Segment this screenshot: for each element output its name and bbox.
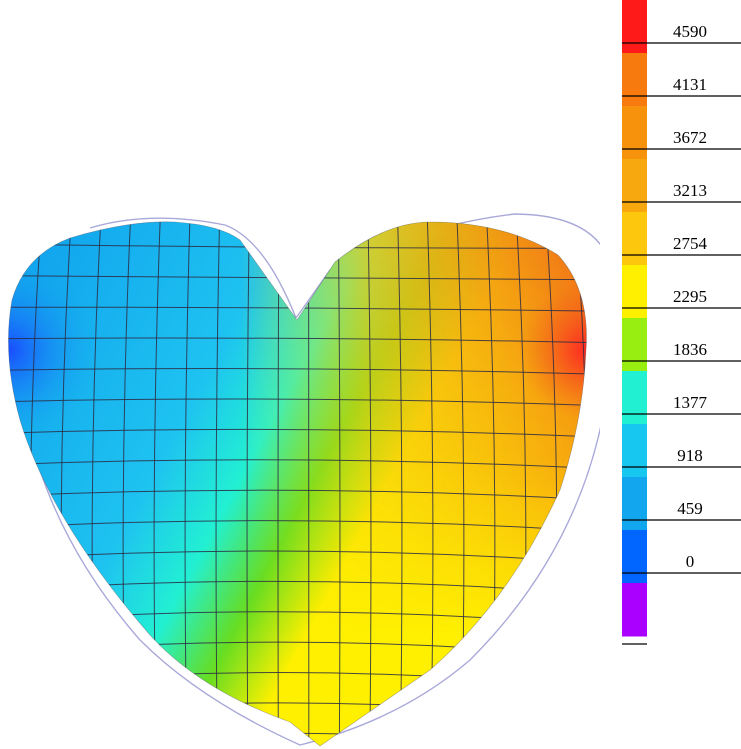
undeformed-outline-top-left	[89, 217, 297, 319]
legend-swatch	[622, 265, 647, 319]
legend-label: 3672	[673, 128, 707, 147]
legend-label: 2295	[673, 287, 707, 306]
mesh-line-vertical	[367, 221, 372, 747]
mesh-line-vertical	[246, 221, 250, 747]
legend-label: 0	[686, 552, 695, 571]
deformed-outline	[8, 221, 587, 747]
mesh-line-vertical	[396, 221, 403, 747]
mesh-line-horizontal	[8, 368, 587, 375]
legend-label: 459	[677, 499, 703, 518]
mesh-line-vertical	[337, 221, 341, 747]
mesh-line-horizontal	[8, 428, 587, 438]
legend-label: 2754	[673, 234, 708, 253]
undeformed-outline	[23, 213, 600, 746]
mesh-line-vertical	[215, 221, 221, 747]
legend-swatch	[622, 530, 647, 584]
legend-swatch	[622, 371, 647, 425]
legend-swatch	[622, 212, 647, 266]
legend-separators	[622, 42, 741, 645]
mesh-line-horizontal	[8, 459, 587, 470]
legend-swatch	[622, 0, 647, 54]
legend-swatch	[622, 318, 647, 372]
legend-label: 1377	[673, 393, 708, 412]
mesh-line-horizontal	[8, 489, 587, 501]
legend-swatch	[622, 583, 647, 637]
mesh-line-horizontal	[8, 520, 587, 533]
legend-swatches	[622, 0, 647, 637]
heart-contour-plot	[8, 213, 600, 747]
legend-label: 3213	[673, 181, 707, 200]
mesh-line-horizontal	[8, 398, 587, 407]
legend-label: 4590	[673, 22, 707, 41]
legend-swatch	[622, 477, 647, 531]
legend-swatch	[622, 424, 647, 478]
legend-swatch	[622, 159, 647, 213]
mesh-line-horizontal	[8, 337, 587, 344]
legend-swatch	[622, 106, 647, 160]
legend-label: 918	[677, 446, 703, 465]
legend-swatch	[622, 53, 647, 107]
legend-label: 1836	[673, 340, 707, 359]
legend-label: 4131	[673, 75, 707, 94]
